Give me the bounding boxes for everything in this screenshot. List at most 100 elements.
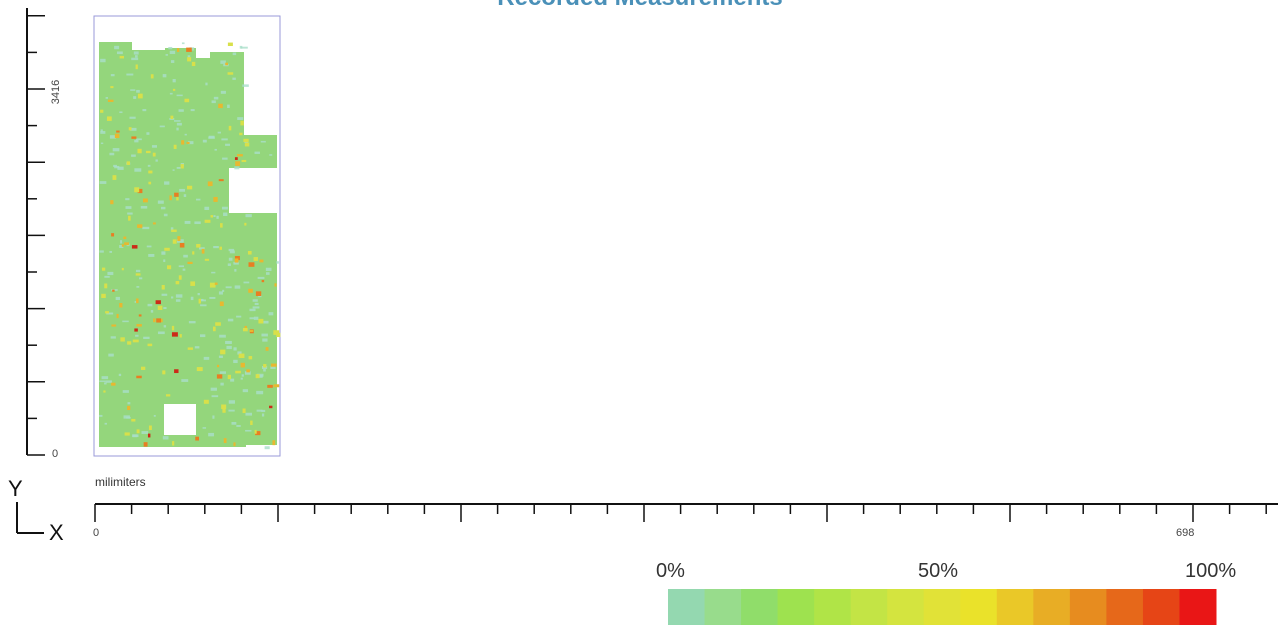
heatmap-cell xyxy=(134,187,140,193)
heatmap-cell xyxy=(190,296,194,301)
heatmap-cell xyxy=(240,46,248,49)
heatmap-cell xyxy=(181,140,185,145)
legend-swatch xyxy=(741,589,779,625)
heatmap-cell xyxy=(147,303,153,307)
heatmap-cell xyxy=(227,42,233,47)
heatmap-cell xyxy=(228,400,235,404)
measurement-heatmap xyxy=(93,15,281,457)
heatmap-cell xyxy=(175,281,180,285)
x-axis-min-label: 0 xyxy=(93,527,100,539)
heatmap-cell xyxy=(274,283,277,287)
heatmap-cell xyxy=(184,133,187,136)
heatmap-cell xyxy=(219,334,226,338)
heatmap-cell xyxy=(137,224,143,228)
heatmap-cell xyxy=(212,326,216,332)
heatmap-cell xyxy=(255,431,261,436)
heatmap-cell xyxy=(242,408,246,414)
heatmap-cell xyxy=(242,84,249,87)
heatmap-cell xyxy=(191,61,196,67)
heatmap-cell xyxy=(273,330,280,335)
heatmap-cell xyxy=(276,261,279,264)
heatmap-cell xyxy=(152,222,156,225)
legend-swatch xyxy=(850,589,888,625)
heatmap-cell xyxy=(106,312,114,315)
heatmap-cell xyxy=(124,432,130,436)
heatmap-cell xyxy=(186,47,192,52)
heatmap-cell xyxy=(257,276,265,279)
heatmap-cell xyxy=(128,127,132,131)
y-axis-min-label: 0 xyxy=(52,448,59,460)
heatmap-cell xyxy=(134,301,138,303)
heatmap-cell xyxy=(227,318,234,322)
heatmap-cell xyxy=(201,248,205,254)
heatmap-cell xyxy=(214,148,217,151)
heatmap-cell xyxy=(228,248,235,252)
heatmap-cell xyxy=(125,198,130,201)
heatmap-cell xyxy=(236,425,241,427)
heatmap-cell xyxy=(256,409,263,412)
heatmap-cell xyxy=(198,247,205,250)
heatmap-cell xyxy=(211,271,216,274)
heatmap-cell xyxy=(169,50,176,55)
heatmap-cell xyxy=(123,236,127,240)
heatmap-cell xyxy=(267,384,273,388)
heatmap-cell xyxy=(240,377,243,380)
heatmap-cell xyxy=(258,318,264,324)
heatmap-cell xyxy=(250,420,253,426)
heatmap-cell xyxy=(126,416,131,419)
heatmap-cell xyxy=(210,215,213,218)
heatmap-cell xyxy=(165,394,171,397)
heatmap-cell xyxy=(180,164,184,169)
heatmap-cell xyxy=(249,329,254,333)
heatmap-cell xyxy=(171,229,177,232)
legend-swatch xyxy=(960,589,998,625)
plot-boundary xyxy=(93,15,281,457)
heatmap-cell xyxy=(162,74,167,78)
heatmap-cell xyxy=(233,442,236,447)
heatmap-cell xyxy=(127,405,131,411)
heatmap-cell xyxy=(235,161,241,167)
heatmap-cell xyxy=(240,120,244,126)
heatmap-cell xyxy=(169,92,173,95)
heatmap-cell xyxy=(254,302,259,306)
heatmap-cell xyxy=(187,57,192,62)
heatmap-cell xyxy=(163,213,168,217)
heatmap-cell xyxy=(156,318,162,323)
heatmap-cell xyxy=(225,62,229,66)
heatmap-cell xyxy=(203,356,210,360)
legend-label-0: 0% xyxy=(656,560,685,582)
heatmap-cell xyxy=(202,139,207,143)
heatmap-cell xyxy=(194,346,200,349)
heatmap-cell xyxy=(272,440,276,446)
heatmap-cell xyxy=(248,288,253,293)
heatmap-cell xyxy=(137,93,143,99)
heatmap-cell xyxy=(231,422,237,425)
heatmap-cell xyxy=(155,300,161,305)
heatmap-cell xyxy=(200,334,206,338)
heatmap-cell xyxy=(253,257,258,261)
heatmap-cell xyxy=(119,303,123,308)
heatmap-cell xyxy=(178,109,184,112)
heatmap-cell xyxy=(186,141,190,145)
heatmap-cell xyxy=(265,347,269,351)
heatmap-cell xyxy=(256,373,264,377)
heatmap-cell xyxy=(132,434,139,438)
heatmap-cell xyxy=(110,200,114,205)
heatmap-cell xyxy=(119,55,124,59)
heatmap-cell xyxy=(120,240,123,244)
heatmap-cell xyxy=(273,384,280,388)
heatmap-cell xyxy=(131,57,139,61)
heatmap-cell xyxy=(244,222,247,226)
heatmap-cell xyxy=(112,148,120,152)
heatmap-cell xyxy=(136,375,142,379)
heatmap-cell xyxy=(164,247,170,251)
heatmap-cell xyxy=(237,351,242,355)
heatmap-cell xyxy=(140,366,146,370)
heatmap-cell xyxy=(205,82,208,86)
heatmap-cell xyxy=(163,307,167,310)
heatmap-cell xyxy=(116,130,120,133)
heatmap-cell xyxy=(240,362,245,368)
measured-region xyxy=(99,42,277,447)
heatmap-cell xyxy=(216,374,223,379)
heatmap-cell xyxy=(163,325,167,328)
